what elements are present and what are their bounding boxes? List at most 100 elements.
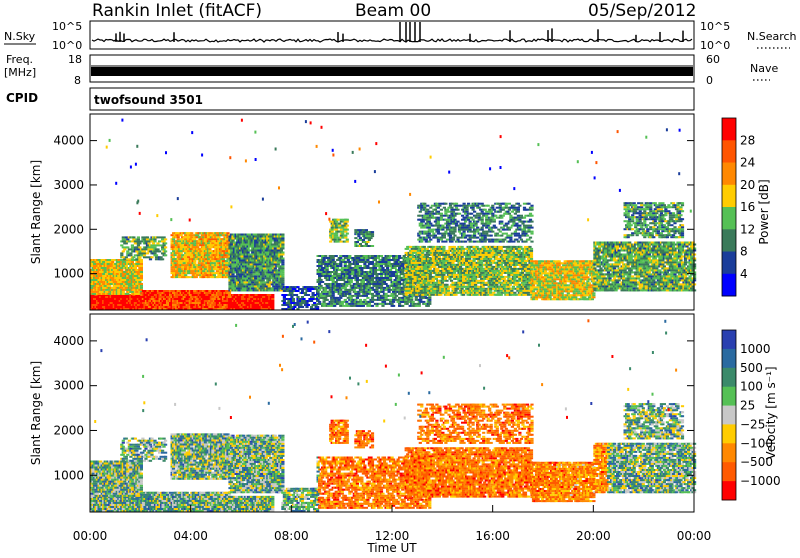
- heatmap-cell: [380, 285, 383, 287]
- heatmap-cell: [344, 267, 347, 269]
- heatmap-cell: [342, 277, 345, 279]
- heatmap-cell: [344, 291, 347, 293]
- heatmap-cell: [262, 254, 265, 256]
- heatmap-cell: [105, 289, 108, 291]
- heatmap-cell: [132, 256, 135, 258]
- heatmap-cell: [271, 250, 274, 252]
- heatmap-cell: [99, 265, 102, 267]
- heatmap-cell: [281, 273, 284, 275]
- heatmap-cell: [342, 259, 345, 261]
- heatmap-cell: [138, 256, 141, 258]
- heatmap-cell: [289, 288, 292, 290]
- heatmap-cell: [374, 291, 377, 293]
- heatmap-cell: [137, 248, 140, 250]
- heatmap-cell: [160, 236, 163, 238]
- heatmap-cell: [143, 256, 146, 258]
- heatmap-cell: [134, 273, 137, 275]
- heatmap-cell: [366, 259, 369, 261]
- heatmap-cell: [336, 259, 339, 261]
- heatmap-cell: [275, 283, 278, 285]
- heatmap-cell: [348, 283, 351, 285]
- heatmap-cell: [329, 259, 332, 261]
- heatmap-cell: [120, 254, 123, 256]
- heatmap-cell: [350, 279, 353, 281]
- heatmap-cell: [140, 279, 143, 281]
- heatmap-cell: [371, 231, 374, 233]
- heatmap-cell: [360, 257, 363, 259]
- heatmap-cell: [318, 301, 321, 303]
- heatmap-cell: [340, 241, 343, 243]
- heatmap-cell: [368, 285, 371, 287]
- heatmap-cell: [327, 305, 330, 307]
- heatmap-cell: [269, 271, 272, 273]
- heatmap-cell: [207, 242, 210, 244]
- heatmap-cell: [146, 292, 149, 294]
- heatmap-cell: [372, 265, 375, 267]
- heatmap-cell: [126, 279, 129, 281]
- heatmap-cell: [323, 301, 326, 303]
- noise-right-tick-bottom: 10^0: [700, 39, 730, 52]
- heatmap-cell: [199, 250, 202, 252]
- heatmap-cell: [181, 264, 184, 266]
- heatmap-cell: [164, 254, 167, 256]
- heatmap-cell: [256, 244, 259, 246]
- heatmap-cell: [344, 235, 347, 237]
- heatmap-cell: [333, 275, 336, 277]
- heatmap-cell: [324, 277, 327, 279]
- heatmap-cell: [326, 267, 329, 269]
- heatmap-cell: [281, 248, 284, 250]
- heatmap-cell: [102, 275, 105, 277]
- heatmap-cell: [281, 277, 284, 279]
- heatmap-cell: [213, 252, 216, 254]
- heatmap-cell: [196, 242, 199, 244]
- heatmap-cell: [202, 276, 205, 278]
- heatmap-cell: [253, 273, 256, 275]
- heatmap-cell: [327, 287, 330, 289]
- heatmap-cell: [228, 298, 231, 300]
- cpid-label: CPID: [6, 91, 38, 105]
- heatmap-cell: [320, 285, 323, 287]
- heatmap-cell: [346, 221, 349, 223]
- heatmap-cell: [271, 300, 274, 302]
- heatmap-cell: [375, 283, 378, 285]
- heatmap-cell: [281, 267, 284, 269]
- heatmap-cell: [366, 267, 369, 269]
- heatmap-cell: [340, 229, 343, 231]
- heatmap-cell: [247, 248, 250, 250]
- heatmap-cell: [205, 264, 208, 266]
- heatmap-cell: [318, 277, 321, 279]
- heatmap-cell: [262, 275, 265, 277]
- heatmap-cell: [174, 304, 177, 306]
- heatmap-cell: [304, 292, 307, 294]
- heatmap-cell: [211, 260, 214, 262]
- heatmap-cell: [290, 286, 293, 288]
- heatmap-cell: [342, 273, 345, 275]
- heatmap-cell: [205, 294, 208, 296]
- heatmap-cell: [143, 250, 146, 252]
- heatmap-cell: [351, 277, 354, 279]
- heatmap-cell: [368, 291, 371, 293]
- heatmap-cell: [330, 277, 333, 279]
- heatmap-cell: [254, 250, 257, 252]
- heatmap-cell: [175, 260, 178, 262]
- heatmap-cell: [156, 236, 159, 238]
- heatmap-cell: [146, 256, 149, 258]
- heatmap-cell: [347, 269, 350, 271]
- heatmap-cell: [193, 262, 196, 264]
- heatmap-cell: [281, 261, 284, 263]
- heatmap-cell: [199, 244, 202, 246]
- heatmap-cell: [158, 240, 161, 242]
- heatmap-cell: [131, 246, 134, 248]
- heatmap-cell: [137, 236, 140, 238]
- heatmap-cell: [156, 244, 159, 246]
- heatmap-cell: [368, 273, 371, 275]
- heatmap-cell: [137, 238, 140, 240]
- heatmap-cell: [155, 254, 158, 256]
- heatmap-cell: [356, 297, 359, 299]
- heatmap-cell: [257, 246, 260, 248]
- heatmap-cell: [337, 237, 340, 239]
- heatmap-cell: [144, 240, 147, 242]
- heatmap-cell: [326, 257, 329, 259]
- heatmap-cell: [323, 267, 326, 269]
- heatmap-cell: [346, 241, 349, 243]
